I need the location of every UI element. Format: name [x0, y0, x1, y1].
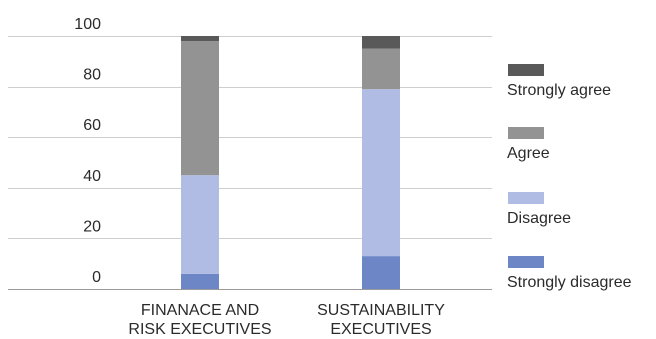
- legend-swatch: [508, 127, 544, 139]
- x-axis-labels: FINANACE AND RISK EXECUTIVES SUSTAINABILIT…: [128, 302, 445, 338]
- y-axis-ticks: 0 20 40 60 80 100: [74, 16, 101, 286]
- bar-segment: [181, 41, 219, 176]
- legend-label: Agree: [507, 145, 550, 162]
- y-tick-label: 100: [74, 16, 101, 33]
- bar-segment: [181, 36, 219, 42]
- bar-segment: [362, 256, 400, 289]
- legend-label: Disagree: [507, 210, 571, 227]
- legend-swatch: [508, 64, 544, 76]
- legend-label: Strongly disagree: [507, 274, 632, 291]
- legend-label: Strongly agree: [507, 82, 611, 99]
- bar-segment: [362, 36, 400, 49]
- bar-segment: [362, 48, 400, 90]
- bar-segment: [181, 175, 219, 274]
- y-tick-label: 0: [92, 269, 101, 286]
- x-category-label: SUSTAINABILITY: [317, 302, 445, 319]
- x-category-label: RISK EXECUTIVES: [128, 321, 271, 338]
- bar-segment: [181, 273, 219, 289]
- legend: Strongly agree Agree Disagree Strongly disa…: [507, 64, 632, 291]
- gridlines: [8, 36, 492, 290]
- x-category-label: FINANACE AND: [141, 302, 259, 319]
- legend-swatch: [508, 192, 544, 204]
- bars: [181, 36, 400, 289]
- y-tick-label: 80: [83, 67, 101, 84]
- x-category-label: EXECUTIVES: [330, 321, 431, 338]
- y-tick-label: 60: [83, 117, 101, 134]
- bar-segment: [362, 89, 400, 257]
- legend-swatch: [508, 256, 544, 268]
- y-tick-label: 40: [83, 168, 101, 185]
- y-tick-label: 20: [83, 218, 101, 235]
